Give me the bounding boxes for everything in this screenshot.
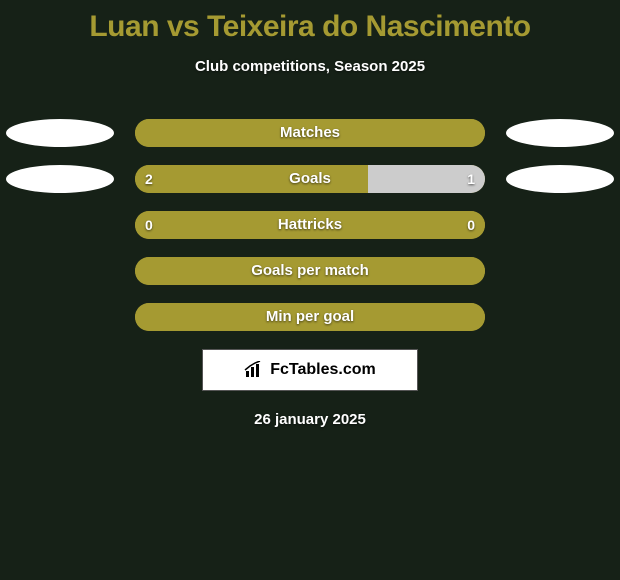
- stat-bar: Goals per match: [135, 257, 485, 285]
- brand-text: FcTables.com: [270, 361, 376, 379]
- stat-value-left: 0: [145, 211, 153, 239]
- page-title: Luan vs Teixeira do Nascimento: [89, 10, 530, 44]
- stat-label: Min per goal: [135, 303, 485, 331]
- page-subtitle: Club competitions, Season 2025: [195, 58, 425, 75]
- stat-row: Min per goal: [0, 303, 620, 331]
- stat-row: Matches: [0, 119, 620, 147]
- stat-label: Goals: [135, 165, 485, 193]
- brand-box[interactable]: FcTables.com: [202, 349, 418, 391]
- comparison-infographic: Luan vs Teixeira do Nascimento Club comp…: [0, 0, 620, 580]
- date-label: 26 january 2025: [254, 411, 366, 428]
- player-right-marker: [506, 119, 614, 147]
- player-right-marker: [506, 165, 614, 193]
- stat-value-right: 0: [467, 211, 475, 239]
- stat-bar: Goals2 1: [135, 165, 485, 193]
- stat-label: Hattricks: [135, 211, 485, 239]
- stat-row: Goals per match: [0, 257, 620, 285]
- stat-bar: Matches: [135, 119, 485, 147]
- stat-bar: Hattricks0 0: [135, 211, 485, 239]
- player-left-marker: [6, 119, 114, 147]
- stat-label: Goals per match: [135, 257, 485, 285]
- bar-chart-icon: [244, 361, 266, 379]
- stat-bar: Min per goal: [135, 303, 485, 331]
- stat-row: Goals2 1: [0, 165, 620, 193]
- player-left-marker: [6, 165, 114, 193]
- stat-value-right: 1: [467, 165, 475, 193]
- stat-label: Matches: [135, 119, 485, 147]
- stat-rows: Matches Goals2 1 Hattricks0 0 Goals per match…: [0, 119, 620, 331]
- stat-value-left: 2: [145, 165, 153, 193]
- stat-row: Hattricks0 0: [0, 211, 620, 239]
